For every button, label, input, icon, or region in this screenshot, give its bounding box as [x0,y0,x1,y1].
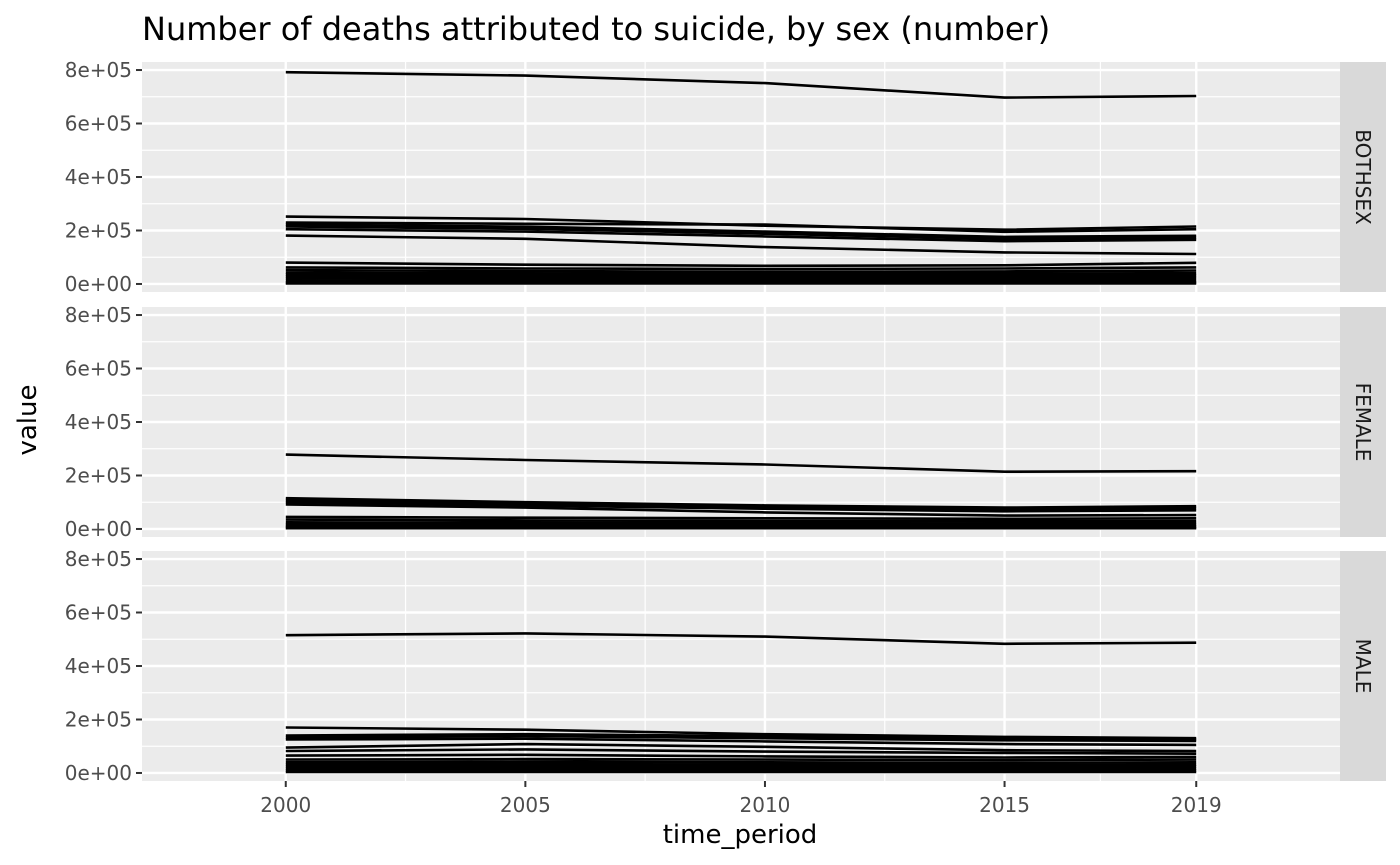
series-line [285,760,1197,765]
facet-strip-label: FEMALE [1351,383,1375,462]
y-tick-label: 6e+05 [65,357,132,381]
facet-strip-label: MALE [1351,639,1375,694]
series-line [285,503,1197,517]
series-line [285,518,1197,523]
series-line [285,268,1197,274]
series-line [285,764,1197,769]
facet-strip [1340,62,1386,292]
series-line [285,227,1197,243]
facet-strip [1340,307,1386,537]
series-line [285,753,1197,759]
series-line [285,261,1197,268]
y-axis-title: value [13,384,43,455]
y-tick-label: 0e+00 [65,517,132,541]
series-line [285,277,1197,281]
y-tick-label: 0e+00 [65,272,132,296]
x-tick-label: 2000 [260,793,311,817]
x-tick-label: 2005 [500,793,551,817]
series-line [285,223,1197,239]
y-tick-label: 4e+05 [65,410,132,434]
series-line [285,732,1197,741]
series-line [285,275,1197,279]
y-tick-label: 2e+05 [65,463,132,487]
series-line [285,748,1197,756]
series-line [285,762,1197,767]
series-line [285,271,1197,276]
series-line [285,726,1197,740]
series-line [285,632,1197,646]
series-line [285,742,1197,753]
y-tick-label: 4e+05 [65,165,132,189]
series-line [285,234,1197,256]
facet-panel-male: 0e+00 2e+05 4e+05 6e+05 8e+05 MALE [65,547,1386,785]
series-line [285,522,1197,527]
series-line [285,273,1197,277]
facet-panels: 0e+00 2e+05 4e+05 6e+05 8e+05 BOTHSEX 0e+00 2e+… [65,58,1386,817]
series-line [285,498,1197,511]
facet-panel-bothsex: 0e+00 2e+05 4e+05 6e+05 8e+05 BOTHSEX [65,58,1386,296]
series-line [285,266,1197,271]
y-tick-label: 0e+00 [65,761,132,785]
facet-strip-label: BOTHSEX [1351,129,1375,225]
series-line [285,757,1197,762]
series-line [285,70,1197,99]
y-tick-label: 4e+05 [65,654,132,678]
series-line [285,225,1197,241]
facet-panel-female: 0e+00 2e+05 4e+05 6e+05 8e+05 FEMALE [65,303,1386,541]
y-tick-label: 8e+05 [65,303,132,327]
series-line [285,515,1197,521]
x-tick-label: 2010 [740,793,791,817]
y-tick-label: 2e+05 [65,218,132,242]
series-line [285,500,1197,513]
series-line [285,496,1197,509]
y-tick-label: 8e+05 [65,547,132,571]
x-axis: 2000 2005 2010 2015 2019 [260,781,1222,817]
chart-title: Number of deaths attributed to suicide, … [142,10,1050,48]
x-axis-title: time_period [663,820,818,850]
y-tick-label: 2e+05 [65,707,132,731]
series-line [285,737,1197,747]
x-tick-label: 2019 [1171,793,1222,817]
y-tick-label: 8e+05 [65,58,132,82]
facet-strip [1340,551,1386,781]
x-tick-label: 2015 [979,793,1030,817]
series-line [285,520,1197,525]
series-line [285,734,1197,743]
y-tick-label: 6e+05 [65,601,132,625]
y-tick-label: 6e+05 [65,112,132,136]
series-line [285,453,1197,474]
series-line [285,221,1197,234]
